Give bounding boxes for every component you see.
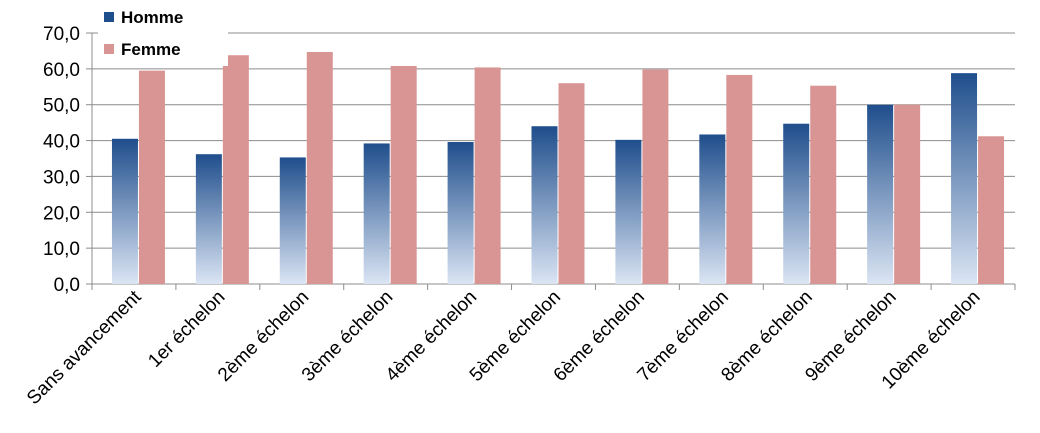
bar-homme-6	[615, 139, 642, 284]
bar-femme-10	[978, 136, 1005, 284]
y-tick-label: 60,0	[43, 60, 80, 81]
legend-background	[98, 6, 228, 66]
bar-femme-4	[474, 67, 501, 285]
bar-homme-9	[867, 104, 894, 284]
legend-label-femme: Femme	[121, 40, 181, 59]
legend-label-homme: Homme	[121, 8, 183, 27]
bar-femme-8	[810, 85, 837, 285]
bar-homme-1	[195, 154, 222, 284]
bar-femme-3	[390, 65, 417, 284]
bar-homme-5	[531, 126, 558, 284]
bar-homme-10	[951, 73, 978, 284]
bar-homme-7	[699, 134, 726, 284]
y-tick-label: 20,0	[43, 203, 80, 224]
x-category-label: 1er échelon	[144, 287, 229, 372]
bar-homme-4	[447, 142, 474, 284]
y-tick-label: 10,0	[43, 239, 80, 260]
bar-femme-5	[558, 83, 585, 284]
legend-swatch-homme	[104, 12, 114, 22]
y-tick-label: 30,0	[43, 167, 80, 188]
y-tick-labels: 0,0 10,0 20,0 30,0 40,0 50,0 60,0 70,0	[43, 24, 80, 296]
bar-homme-2	[279, 157, 306, 284]
bar-homme-3	[363, 143, 390, 284]
y-tick-label: 0,0	[54, 275, 80, 296]
y-tick-label: 70,0	[43, 24, 80, 45]
x-category-label: Sans avancement	[23, 286, 146, 409]
bar-femme-6	[642, 69, 669, 285]
bar-homme-0	[111, 138, 138, 284]
bar-femme-0	[138, 70, 165, 285]
bars	[111, 52, 1005, 285]
bar-femme-1	[222, 55, 249, 284]
bar-femme-7	[726, 74, 753, 285]
y-tick-label: 50,0	[43, 96, 80, 117]
bar-femme-9	[894, 104, 921, 284]
legend-swatch-femme	[104, 44, 114, 54]
bar-homme-8	[783, 123, 810, 285]
bar-femme-2	[306, 52, 333, 284]
legend: Homme Femme	[98, 6, 228, 66]
y-tick-label: 40,0	[43, 132, 80, 153]
